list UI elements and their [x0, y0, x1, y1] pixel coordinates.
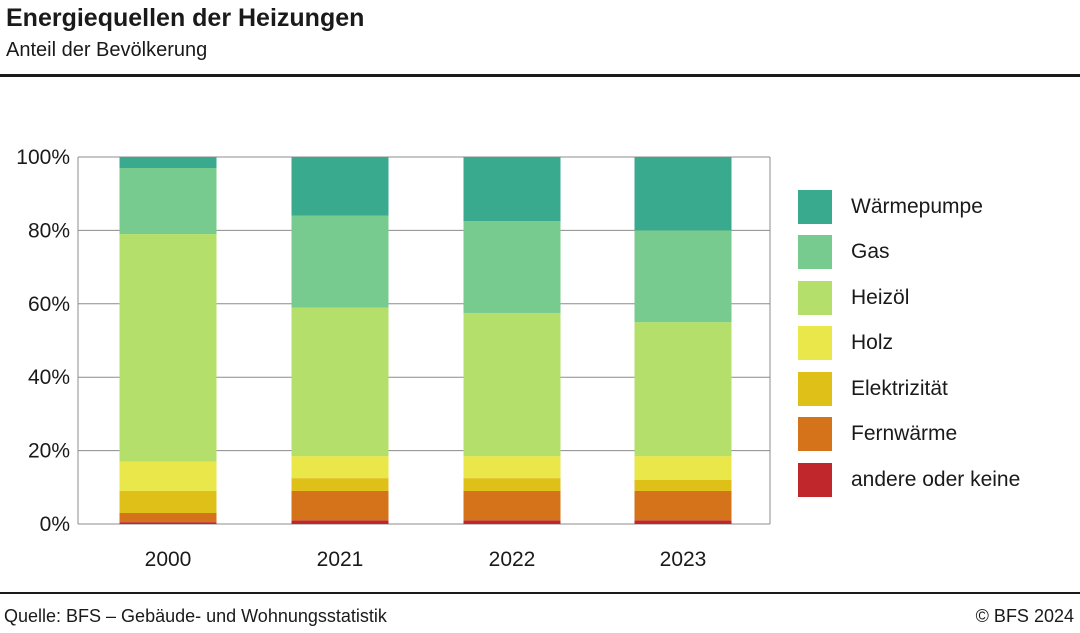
- bar-segment-2023-3: [634, 456, 732, 480]
- y-tick-label: 80%: [28, 219, 70, 242]
- bar-segment-2021-4: [291, 307, 389, 457]
- legend-label: Holz: [851, 331, 894, 355]
- bar-segment-2022-3: [463, 456, 561, 479]
- legend-swatch: [798, 326, 832, 361]
- x-tick-label: 2000: [145, 548, 192, 571]
- legend-item: Wärmepumpe: [798, 184, 1020, 230]
- bar-segment-2000-3: [119, 461, 217, 491]
- bar-segment-2021-1: [291, 490, 389, 521]
- bar-segment-2021-0: [291, 520, 389, 524]
- bar-segment-2022-6: [463, 157, 561, 222]
- legend-label: Gas: [851, 240, 890, 264]
- legend-swatch: [798, 280, 832, 315]
- bar-segment-2021-5: [291, 215, 389, 308]
- y-tick-label: 20%: [28, 440, 70, 463]
- bar-segment-2022-0: [463, 520, 561, 524]
- bar-segment-2023-2: [634, 479, 732, 491]
- y-tick-label: 60%: [28, 293, 70, 316]
- bar-segment-2000-4: [119, 234, 217, 462]
- bar-segment-2000-5: [119, 168, 217, 235]
- bar-segment-2022-5: [463, 221, 561, 313]
- legend-swatch: [798, 371, 832, 406]
- legend-item: Fernwärme: [798, 412, 1020, 458]
- legend-swatch: [798, 417, 832, 452]
- bar-segment-2000-0: [119, 522, 217, 524]
- bar-segment-2000-2: [119, 490, 217, 513]
- bar-segment-2022-2: [463, 478, 561, 491]
- y-tick-label: 40%: [28, 366, 70, 389]
- bar-segment-2021-3: [291, 456, 389, 479]
- bar-segment-2022-4: [463, 312, 561, 457]
- bar-segment-2000-1: [119, 512, 217, 523]
- legend-label: Fernwärme: [851, 422, 958, 446]
- legend-swatch: [798, 189, 832, 224]
- legend-label: Heizöl: [851, 285, 910, 309]
- y-tick-label: 0%: [40, 513, 70, 536]
- legend-swatch: [798, 235, 832, 270]
- bar-segment-2023-4: [634, 322, 732, 457]
- bar-segment-2023-0: [634, 520, 732, 524]
- legend-swatch: [798, 462, 832, 497]
- x-tick-label: 2023: [660, 548, 707, 571]
- top-divider: [0, 74, 1080, 77]
- legend-item: Holz: [798, 321, 1020, 367]
- chart-subtitle: Anteil der Bevölkerung: [6, 39, 208, 61]
- legend-item: andere oder keine: [798, 457, 1020, 503]
- chart-legend: Wärmepumpe Gas Heizöl Holz Elektrizität Fernw…: [798, 184, 1020, 503]
- chart-title: Energiequellen der Heizungen: [6, 4, 365, 32]
- bar-segment-2023-6: [634, 157, 732, 231]
- copyright-note: © BFS 2024: [975, 606, 1074, 626]
- legend-label: andere oder keine: [851, 467, 1021, 491]
- legend-label: Elektrizität: [851, 376, 948, 400]
- bar-segment-2021-2: [291, 478, 389, 491]
- legend-item: Gas: [798, 230, 1020, 276]
- bar-segment-2023-1: [634, 490, 732, 521]
- bar-segment-2000-6: [119, 157, 217, 169]
- bottom-divider: [0, 592, 1080, 594]
- bar-segment-2021-6: [291, 157, 389, 216]
- bar-segment-2023-5: [634, 230, 732, 323]
- legend-item: Heizöl: [798, 275, 1020, 321]
- x-tick-label: 2022: [489, 548, 536, 571]
- legend-label: Wärmepumpe: [851, 194, 983, 218]
- x-tick-label: 2021: [317, 548, 364, 571]
- y-tick-label: 100%: [16, 146, 70, 169]
- source-note: Quelle: BFS – Gebäude- und Wohnungsstati…: [4, 606, 387, 626]
- bar-segment-2022-1: [463, 490, 561, 521]
- legend-item: Elektrizität: [798, 366, 1020, 412]
